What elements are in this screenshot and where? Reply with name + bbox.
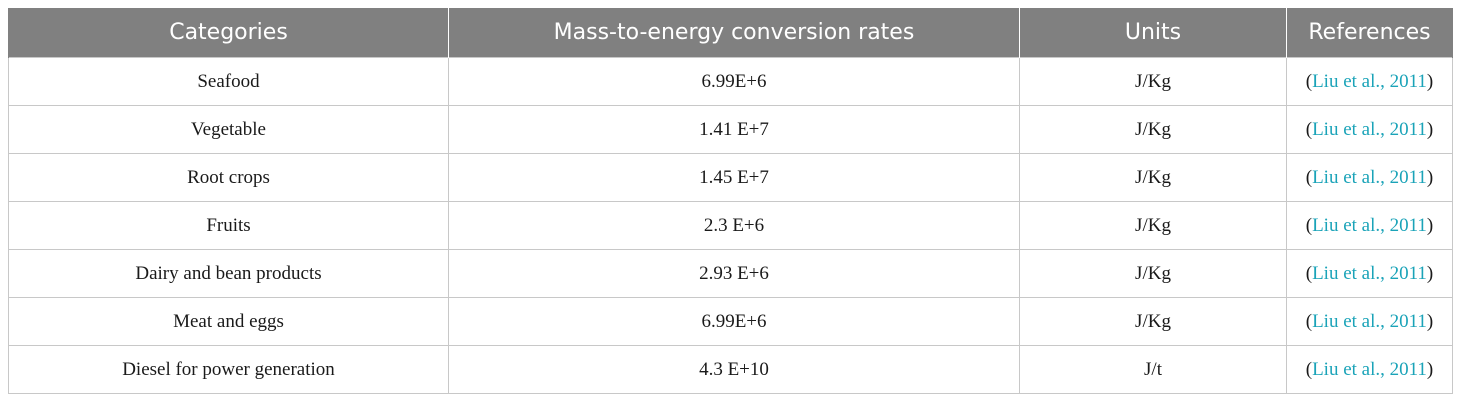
conversion-rates-table: Categories Mass-to-energy conversion rat…	[8, 8, 1453, 394]
ref-open-paren: (	[1305, 118, 1313, 140]
ref-close-paren: )	[1426, 358, 1434, 380]
ref-open-paren: (	[1305, 262, 1313, 284]
cell-category: Diesel for power generation	[8, 345, 449, 394]
ref-open-paren: (	[1305, 358, 1313, 380]
table-row: Diesel for power generation 4.3 E+10 J/t…	[8, 345, 1453, 394]
cell-unit: J/Kg	[1019, 57, 1287, 106]
table-row: Dairy and bean products 2.93 E+6 J/Kg (L…	[8, 249, 1453, 298]
cell-reference: (Liu et al., 2011)	[1286, 105, 1453, 154]
cell-reference: (Liu et al., 2011)	[1286, 57, 1453, 106]
header-references: References	[1286, 8, 1453, 58]
reference-link[interactable]: Liu et al., 2011	[1312, 262, 1427, 284]
cell-category: Seafood	[8, 57, 449, 106]
ref-open-paren: (	[1305, 310, 1313, 332]
reference-link[interactable]: Liu et al., 2011	[1312, 70, 1427, 92]
table-header: Categories Mass-to-energy conversion rat…	[8, 8, 1453, 58]
header-row: Categories Mass-to-energy conversion rat…	[8, 8, 1453, 58]
reference-link[interactable]: Liu et al., 2011	[1312, 358, 1427, 380]
cell-reference: (Liu et al., 2011)	[1286, 249, 1453, 298]
header-categories: Categories	[8, 8, 449, 58]
header-units: Units	[1019, 8, 1287, 58]
ref-close-paren: )	[1426, 262, 1434, 284]
cell-unit: J/Kg	[1019, 249, 1287, 298]
cell-category: Root crops	[8, 153, 449, 202]
reference-link[interactable]: Liu et al., 2011	[1312, 118, 1427, 140]
data-table-container: Categories Mass-to-energy conversion rat…	[8, 8, 1453, 394]
cell-rate: 4.3 E+10	[448, 345, 1020, 394]
reference-link[interactable]: Liu et al., 2011	[1312, 166, 1427, 188]
ref-close-paren: )	[1426, 118, 1434, 140]
cell-reference: (Liu et al., 2011)	[1286, 297, 1453, 346]
reference-link[interactable]: Liu et al., 2011	[1312, 214, 1427, 236]
table-row: Fruits 2.3 E+6 J/Kg (Liu et al., 2011)	[8, 201, 1453, 250]
cell-unit: J/Kg	[1019, 105, 1287, 154]
ref-close-paren: )	[1426, 70, 1434, 92]
ref-open-paren: (	[1305, 70, 1313, 92]
header-conversion-rates: Mass-to-energy conversion rates	[448, 8, 1020, 58]
ref-close-paren: )	[1426, 310, 1434, 332]
cell-reference: (Liu et al., 2011)	[1286, 345, 1453, 394]
cell-rate: 2.3 E+6	[448, 201, 1020, 250]
table-row: Meat and eggs 6.99E+6 J/Kg (Liu et al., …	[8, 297, 1453, 346]
ref-close-paren: )	[1426, 166, 1434, 188]
cell-rate: 2.93 E+6	[448, 249, 1020, 298]
ref-close-paren: )	[1426, 214, 1434, 236]
cell-rate: 6.99E+6	[448, 57, 1020, 106]
cell-category: Fruits	[8, 201, 449, 250]
cell-unit: J/Kg	[1019, 297, 1287, 346]
table-row: Seafood 6.99E+6 J/Kg (Liu et al., 2011)	[8, 57, 1453, 106]
cell-reference: (Liu et al., 2011)	[1286, 201, 1453, 250]
table-row: Vegetable 1.41 E+7 J/Kg (Liu et al., 201…	[8, 105, 1453, 154]
cell-unit: J/Kg	[1019, 201, 1287, 250]
ref-open-paren: (	[1305, 166, 1313, 188]
cell-category: Dairy and bean products	[8, 249, 449, 298]
reference-link[interactable]: Liu et al., 2011	[1312, 310, 1427, 332]
cell-unit: J/t	[1019, 345, 1287, 394]
cell-rate: 6.99E+6	[448, 297, 1020, 346]
ref-open-paren: (	[1305, 214, 1313, 236]
table-row: Root crops 1.45 E+7 J/Kg (Liu et al., 20…	[8, 153, 1453, 202]
cell-rate: 1.41 E+7	[448, 105, 1020, 154]
cell-rate: 1.45 E+7	[448, 153, 1020, 202]
cell-unit: J/Kg	[1019, 153, 1287, 202]
cell-reference: (Liu et al., 2011)	[1286, 153, 1453, 202]
cell-category: Meat and eggs	[8, 297, 449, 346]
cell-category: Vegetable	[8, 105, 449, 154]
table-body: Seafood 6.99E+6 J/Kg (Liu et al., 2011) …	[8, 57, 1453, 394]
